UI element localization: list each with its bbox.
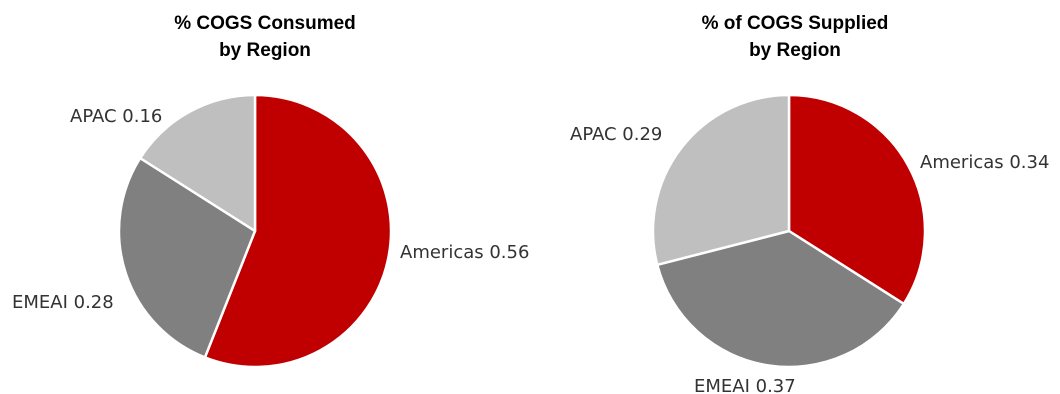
pie-slice-emeai — [656, 229, 906, 369]
slice-label-apac: APAC 0.16 — [70, 106, 162, 127]
pie-slice-emeai — [117, 156, 257, 359]
pie-slice-americas — [203, 93, 393, 369]
pie-chart-cogs-consumed: % COGS Consumed by Region Americas 0.56 E… — [0, 10, 530, 369]
pie-plot-area: Americas 0.56 EMEAI 0.28 APAC 0.16 — [12, 93, 529, 369]
chart-title-line-1: % COGS Consumed — [174, 13, 356, 34]
slice-label-apac: APAC 0.29 — [570, 124, 662, 145]
slice-label-americas: Americas 0.56 — [400, 242, 529, 263]
slice-label-emeai: EMEAI 0.28 — [12, 292, 114, 313]
chart-title-line-2: by Region — [219, 40, 311, 61]
chart-title: % of COGS Supplied by Region — [530, 10, 1060, 64]
pie-slice-apac — [138, 93, 257, 233]
pie-chart-cogs-supplied: % of COGS Supplied by Region Americas 0.… — [530, 0, 1060, 394]
slice-label-emeai: EMEAI 0.37 — [694, 376, 796, 394]
chart-title-line-1: % of COGS Supplied — [701, 13, 889, 34]
chart-title-line-2: by Region — [749, 40, 841, 61]
pie-plot-area: Americas 0.34 EMEAI 0.37 APAC 0.29 — [570, 93, 1049, 394]
pie-slice-apac — [651, 93, 791, 267]
chart-title: % COGS Consumed by Region — [0, 10, 530, 64]
slice-label-americas: Americas 0.34 — [920, 152, 1049, 173]
